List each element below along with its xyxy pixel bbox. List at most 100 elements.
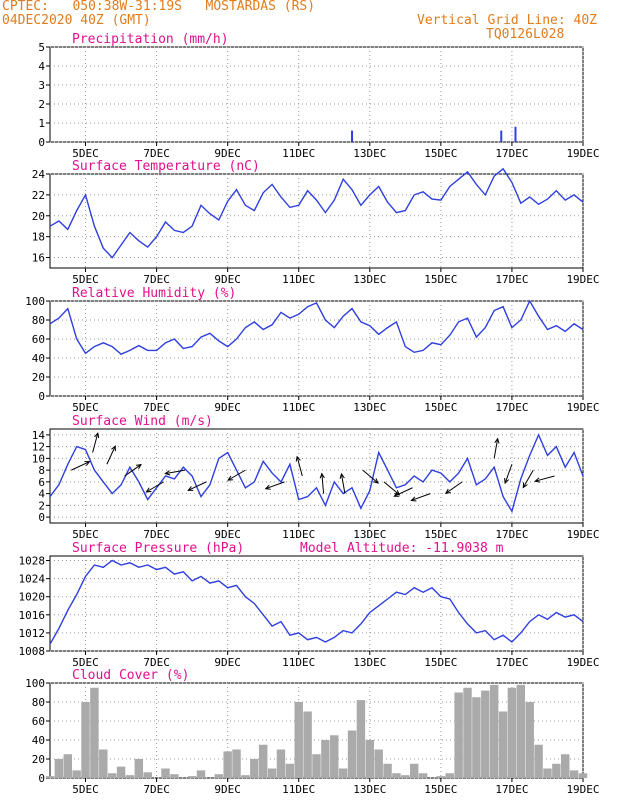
x-tick-label: 7DEC [143,273,170,286]
cloud-cover-bar [45,776,55,778]
x-tick-label: 7DEC [143,783,170,796]
wind-arrow-head [94,432,100,439]
panel-title: Surface Wind (m/s) [72,414,213,429]
x-tick-label: 11DEC [282,656,315,669]
precipitation-bar [351,130,354,142]
y-tick-label: 1016 [19,609,46,622]
cloud-cover-bar [481,690,490,778]
cloud-cover-bar [90,687,99,778]
y-tick-label: 20 [32,371,45,384]
x-tick-label: 9DEC [214,656,241,669]
y-tick-label: 60 [32,715,45,728]
x-tick-label: 11DEC [282,401,315,414]
wind-arrow [71,461,90,471]
x-tick-label: 5DEC [72,273,99,286]
series-line [49,559,584,645]
x-tick-label: 19DEC [566,656,599,669]
cloud-cover-bar [81,702,90,778]
cloud-cover-bar [561,754,570,778]
x-tick-label: 13DEC [353,401,386,414]
y-tick-label: 16 [32,252,45,265]
x-tick-label: 5DEC [72,656,99,669]
cloud-cover-bar [463,687,472,778]
precipitation-bar [500,130,503,142]
x-tick-label: 11DEC [282,783,315,796]
panel-title: Surface Temperature (nC) [72,159,260,174]
cloud-cover-bar [312,754,321,778]
cloud-cover-bar [374,749,383,778]
y-tick-label: 24 [32,168,46,181]
wind-arrow-head [187,486,194,491]
x-tick-label: 17DEC [495,147,528,160]
wind-arrow [106,445,116,465]
series-line [49,299,584,356]
wind-arrow-head [295,455,301,462]
wind-arrow [296,456,303,477]
wind-arrow [445,481,463,494]
cloud-cover-bar [445,773,454,778]
wind-arrow [165,469,186,475]
cloud-cover-bar [72,770,81,778]
x-tick-label: 19DEC [566,528,599,541]
cloud-cover-bar [267,768,277,778]
wind-arrow-head [164,470,171,476]
y-tick-label: 0 [38,511,45,524]
y-tick-label: 1008 [19,645,46,658]
y-tick-label: 20 [32,753,45,766]
plot-area [49,428,584,524]
y-tick-label: 6 [38,476,45,489]
wind-arrow-head [319,472,325,479]
cloud-cover-bar [338,768,348,778]
wind-arrow [340,473,346,494]
cloud-cover-bar [134,759,144,778]
cloud-cover-bar [569,770,579,778]
panel-title: Cloud Cover (%) [72,668,189,683]
wind-arrow-head [264,484,271,490]
y-tick-label: 14 [32,429,46,442]
cloud-cover-bar [63,754,72,778]
cloud-cover-bar [525,702,534,778]
x-tick-label: 17DEC [495,656,528,669]
y-tick-label: 1 [38,117,45,130]
panel-title: Relative Humidity (%) [72,286,236,301]
x-tick-label: 9DEC [214,528,241,541]
wind-arrow [321,473,325,494]
wind-arrow [146,481,164,493]
cloud-cover-bar [196,770,206,778]
y-tick-label: 22 [32,189,45,202]
wind-arrow-head [135,463,142,470]
y-tick-label: 1020 [19,591,46,604]
cloud-cover-bar [392,773,401,778]
wind-arrow [227,469,246,481]
x-tick-label: 13DEC [353,783,386,796]
wind-arrow-head [444,488,451,495]
x-tick-label: 5DEC [72,401,99,414]
cloud-cover-bar [516,684,526,778]
cloud-cover-bar [347,730,357,778]
x-tick-label: 15DEC [424,528,457,541]
cloud-cover-bar [472,697,481,778]
cloud-cover-bar [143,772,152,778]
cloud-cover-bar [534,744,543,778]
x-tick-label: 15DEC [424,656,457,669]
y-tick-label: 10 [32,452,45,465]
x-tick-label: 11DEC [282,273,315,286]
cloud-cover-bar [578,773,588,778]
cloud-cover-bar [330,735,339,778]
cloud-cover-bar [107,773,117,778]
y-tick-label: 40 [32,734,45,747]
cloud-cover-bar [125,775,135,778]
cloud-cover-bar [170,774,179,778]
cloud-cover-bar [507,687,517,778]
cloud-cover-bar [303,711,312,778]
wind-arrow [362,469,379,484]
x-tick-label: 9DEC [214,273,241,286]
y-tick-label: 1024 [19,573,46,586]
cloud-cover-bar [552,763,561,778]
y-tick-label: 4 [38,60,45,73]
x-tick-label: 19DEC [566,273,599,286]
y-tick-label: 2 [38,499,45,512]
wind-arrow [265,481,285,490]
y-tick-label: 80 [32,696,45,709]
x-tick-label: 9DEC [214,401,241,414]
